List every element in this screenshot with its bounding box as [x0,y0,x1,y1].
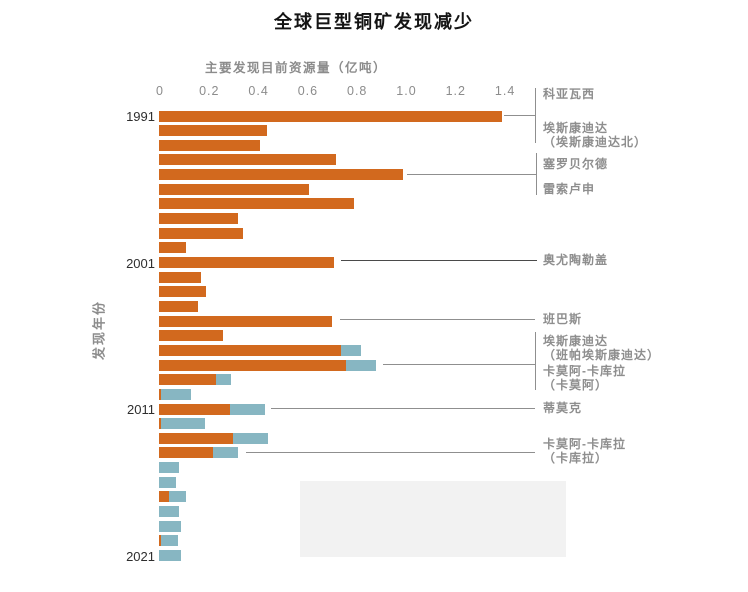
bar-2016-new-resource [159,476,176,488]
annotation-bracket [535,332,536,390]
bar-1998-total [159,213,238,225]
annotation-connector [340,319,535,320]
x-tick-label: 1.2 [445,84,466,98]
bar-2011-total [159,403,230,415]
bar-2015-new-resource [159,462,179,474]
bar-1997-total [159,198,354,210]
bar-2010-new-resource [161,388,191,400]
bar-2012-total [159,418,161,430]
bar-2003-total [159,286,206,298]
y-tick-label: 2021 [126,548,155,564]
bar-1993-total [159,139,260,151]
annotation-connector [407,174,536,175]
x-tick-label: 1.4 [494,84,516,98]
y-tick-label: 2001 [126,255,155,271]
bar-2017-total [159,491,169,503]
mine-annotation-label: 埃斯康迪达 （埃斯康迪达北） [543,121,648,149]
bar-2007-new-resource [341,344,361,356]
bar-2009-total [159,374,216,386]
bar-2017-new-resource [169,491,186,503]
bar-2019-new-resource [159,520,181,532]
x-tick-label: 1.0 [396,84,417,98]
mine-annotation-label: 埃斯康迪达 （班帕埃斯康迪达） [543,334,661,362]
bar-2018-new-resource [159,506,179,518]
chart-title: 全球巨型铜矿发现减少 [274,12,474,32]
mine-annotation-label: 雷索卢申 [543,182,596,196]
bar-2014-new-resource [213,447,238,459]
bar-1996-total [159,183,309,195]
bar-1994-total [159,154,336,166]
mine-annotation-label: 卡莫阿-卡库拉 （卡莫阿） [543,364,626,392]
bar-2014-total [159,447,213,459]
bar-1995-total [159,169,403,181]
x-tick-label: 0.6 [297,84,319,98]
bar-2007-total [159,344,341,356]
annotation-bracket [535,88,536,143]
bar-2021-new-resource [159,550,181,561]
x-tick-label: 0 [156,84,164,98]
bar-2010-total [159,388,161,400]
y-axis-title: 发现年份 [91,299,107,361]
legend-panel: 铜储量、资源量和历史产量合计 主要发现预计新增铜资源量 [300,481,566,557]
bar-2009-new-resource [216,374,231,386]
bar-2013-new-resource [233,432,268,444]
bar-2005-total [159,315,332,327]
bar-2006-total [159,330,223,342]
bar-1991-total [159,110,502,122]
bar-2012-new-resource [161,418,205,430]
bar-1999-total [159,227,243,239]
bar-2008-total [159,359,346,371]
x-tick-label: 0.8 [346,84,368,98]
annotation-connector [504,115,535,116]
annotation-connector [383,364,535,365]
bar-2008-new-resource [346,359,376,371]
bar-2002-total [159,271,201,283]
annotation-connector [271,408,535,409]
mine-annotation-label: 科亚瓦西 [543,87,596,101]
annotation-bracket [536,153,537,195]
bar-2000-total [159,242,186,254]
mine-annotation-label: 蒂莫克 [543,401,583,415]
bar-2013-total [159,432,233,444]
bar-1992-total [159,125,267,137]
mine-annotation-label: 卡莫阿-卡库拉 （卡库拉） [543,437,626,465]
mine-annotation-label: 奥尤陶勒盖 [543,253,609,267]
bar-2020-total [159,535,161,547]
bar-2004-total [159,300,198,312]
annotation-connector [246,452,535,453]
mine-annotation-label: 塞罗贝尔德 [543,157,609,171]
x-tick-label: 0.2 [199,84,220,98]
y-tick-label: 2011 [127,402,155,417]
y-tick-label: 1991 [126,109,155,124]
bar-2011-new-resource [230,403,265,415]
mine-annotation-label: 班巴斯 [543,312,583,326]
bar-2001-total [159,257,334,268]
annotation-connector [341,260,537,261]
x-axis-title: 主要发现目前资源量（亿吨） [205,61,388,75]
bar-2020-new-resource [161,535,178,547]
x-tick-label: 0.4 [248,84,269,98]
